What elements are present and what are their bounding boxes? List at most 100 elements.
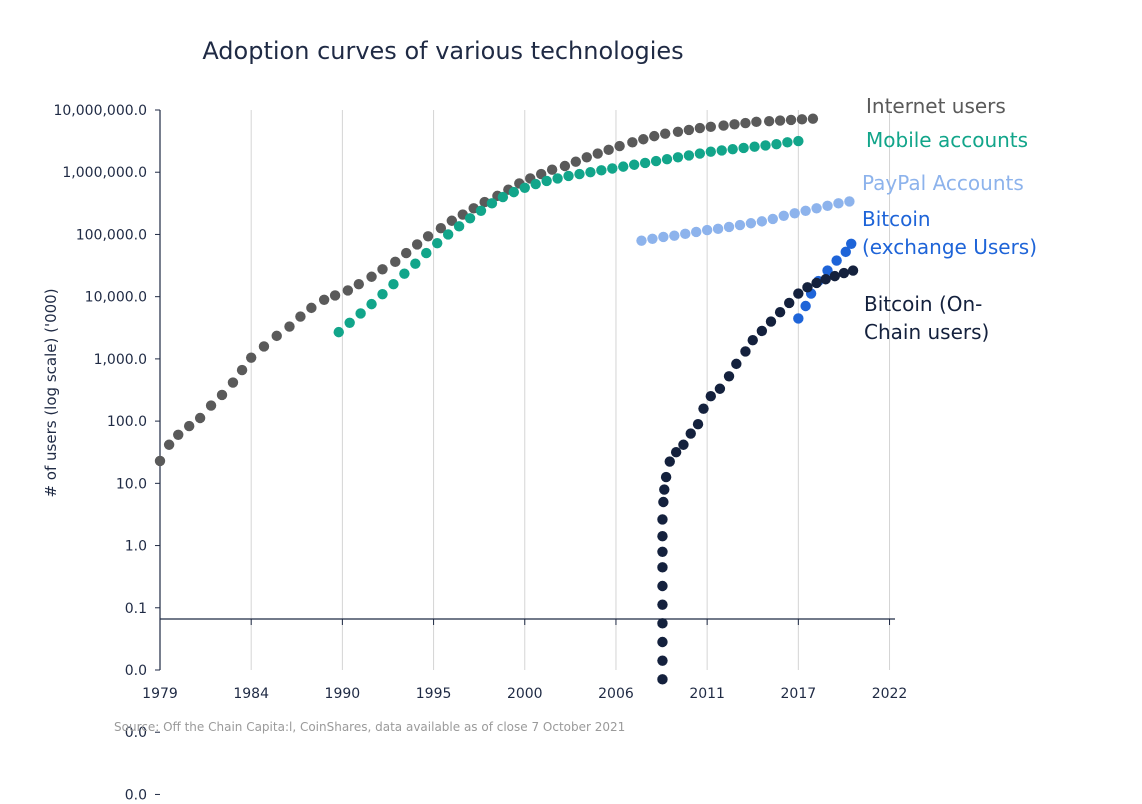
data-point: [811, 277, 822, 289]
data-point: [751, 116, 762, 128]
data-point: [194, 412, 206, 424]
data-point: [446, 215, 458, 226]
data-point: [508, 186, 520, 198]
data-point: [271, 330, 282, 342]
data-point: [344, 317, 355, 328]
data-point: [749, 141, 760, 152]
series-points: [154, 113, 859, 685]
data-point: [541, 175, 552, 187]
data-point: [366, 271, 377, 282]
data-point: [585, 167, 596, 178]
y-tick-label: 100,000.0: [76, 227, 147, 243]
y-tick-label: 1,000.0: [94, 352, 147, 368]
data-point: [377, 264, 388, 275]
series-label-line: Internet users: [866, 94, 1006, 118]
data-point: [353, 279, 364, 290]
series-internet-users: [154, 113, 819, 467]
y-tick-label: 10,000,000.0: [53, 103, 147, 119]
data-point: [657, 580, 668, 592]
data-point: [705, 121, 716, 132]
data-point: [658, 231, 669, 243]
y-tick-label: 0.0: [125, 787, 147, 803]
data-point: [519, 182, 530, 193]
data-point: [636, 235, 647, 246]
data-point: [820, 274, 831, 285]
data-point: [552, 173, 563, 184]
series-label: PayPal Accounts: [862, 171, 1024, 195]
series-label-line: Bitcoin (On-: [864, 292, 982, 316]
data-point: [705, 391, 716, 402]
data-point: [333, 326, 344, 338]
data-point: [410, 258, 421, 269]
data-point: [464, 213, 476, 224]
data-point: [778, 210, 789, 221]
series-label: Bitcoin (On- Chain users): [864, 292, 989, 344]
data-point: [295, 311, 306, 322]
data-point: [657, 599, 668, 610]
data-point: [657, 655, 668, 666]
axes: [155, 109, 895, 795]
data-point: [258, 341, 270, 352]
data-point: [683, 124, 695, 136]
data-point: [800, 205, 811, 216]
series-paypal-accounts: [636, 196, 855, 246]
data-point: [661, 153, 673, 165]
data-point: [793, 135, 804, 147]
data-point: [563, 170, 574, 182]
data-point: [614, 140, 625, 152]
data-point: [442, 229, 454, 240]
data-point: [694, 148, 706, 159]
y-tick-label: 0.0: [125, 725, 147, 741]
data-point: [701, 224, 713, 236]
data-point: [401, 247, 412, 259]
data-point: [800, 300, 811, 312]
data-point: [747, 335, 758, 346]
data-point: [829, 270, 841, 282]
data-point: [659, 128, 671, 139]
data-point: [318, 294, 330, 305]
data-point: [163, 439, 175, 450]
data-point: [657, 546, 668, 557]
data-point: [377, 288, 388, 300]
y-tick-label: 10,000.0: [85, 290, 147, 306]
data-point: [638, 134, 649, 145]
data-point: [664, 456, 675, 467]
data-point: [822, 265, 833, 276]
data-point: [530, 178, 541, 190]
data-point: [793, 313, 804, 324]
x-tick-label: 2000: [507, 686, 543, 702]
data-point: [727, 144, 738, 155]
x-tick-label: 2017: [781, 686, 817, 702]
series-label: Mobile accounts: [866, 128, 1028, 152]
data-point: [734, 219, 746, 231]
data-point: [342, 285, 354, 296]
data-point: [627, 137, 638, 148]
data-point: [672, 152, 684, 163]
data-point: [844, 196, 855, 207]
data-point: [486, 198, 498, 209]
data-point: [399, 268, 410, 279]
data-point: [705, 146, 716, 157]
data-point: [435, 223, 447, 234]
data-point: [723, 371, 735, 382]
data-point: [745, 218, 757, 229]
data-point: [756, 325, 768, 337]
data-point: [698, 403, 709, 414]
data-point: [838, 267, 850, 279]
data-point: [650, 155, 662, 167]
source-note: Source: Off the Chain Capita:l, CoinShar…: [114, 720, 625, 734]
data-point: [774, 307, 786, 318]
y-tick-label: 1.0: [125, 539, 147, 555]
data-point: [670, 447, 682, 458]
x-tick-label: 2011: [689, 686, 725, 702]
data-point: [570, 156, 582, 167]
data-point: [782, 137, 793, 148]
y-tick-label: 0.1: [125, 601, 147, 617]
x-tick-label: 2006: [598, 686, 634, 702]
data-point: [672, 126, 684, 137]
y-tick-labels: 10,000,000.0 1,000,000.0 100,000.0 10,000.0…: [53, 103, 147, 803]
data-point: [657, 531, 668, 542]
y-tick-label: 1,000,000.0: [62, 165, 147, 181]
data-point: [647, 233, 658, 244]
data-point: [789, 208, 800, 219]
